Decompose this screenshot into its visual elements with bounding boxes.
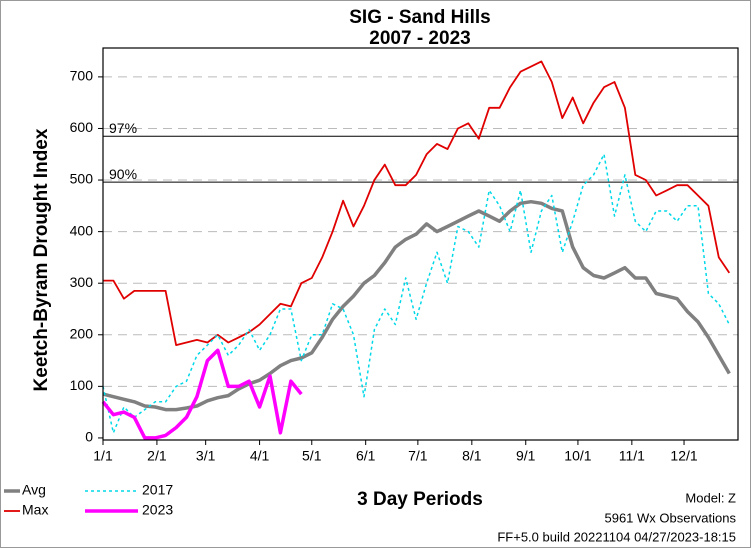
legend-label: 2023 <box>142 502 173 518</box>
y-tick-label: 500 <box>70 171 94 187</box>
x-tick-label: 3/1 <box>196 448 216 464</box>
x-tick-label: 4/1 <box>250 448 270 464</box>
reference-label: 90% <box>109 166 137 182</box>
plot-area <box>103 48 738 440</box>
note: Model: Z <box>685 490 736 505</box>
data-line <box>103 60 731 346</box>
y-tick-label: 600 <box>70 119 94 135</box>
x-tick-label: 2/1 <box>147 448 167 464</box>
legend-label: 2017 <box>142 482 173 498</box>
y-tick-label: 100 <box>70 377 94 393</box>
y-axis-label: Keetch-Byram Drought Index <box>31 128 52 391</box>
data-line <box>102 153 730 434</box>
y-tick-label: 0 <box>85 429 93 445</box>
x-tick-label: 10/1 <box>564 448 591 464</box>
y-tick-label: 700 <box>70 68 94 84</box>
data-line <box>102 199 731 412</box>
note: 5961 Wx Observations <box>604 510 736 525</box>
x-tick-label: 12/1 <box>670 448 697 464</box>
x-tick-label: 9/1 <box>516 448 536 464</box>
y-tick-label: 400 <box>70 222 94 238</box>
chart-subtitle: 2007 - 2023 <box>369 28 470 49</box>
note: FF+5.0 build 20221104 04/27/2023-18:15 <box>497 529 736 544</box>
x-tick-label: 5/1 <box>302 448 322 464</box>
plot-border <box>102 47 739 441</box>
x-tick-label: 1/1 <box>93 448 113 464</box>
chart-title: SIG - Sand Hills <box>349 7 490 28</box>
legend-label: Avg <box>22 482 46 498</box>
reference-label: 97% <box>109 120 137 136</box>
x-tick-label: 8/1 <box>462 448 482 464</box>
data-line <box>101 348 303 440</box>
x-tick-label: 7/1 <box>408 448 428 464</box>
y-tick-label: 300 <box>70 274 94 290</box>
y-tick-label: 200 <box>70 325 94 341</box>
legend-label: Max <box>22 502 48 518</box>
x-tick-label: 11/1 <box>619 448 645 464</box>
x-axis-label: 3 Day Periods <box>357 489 483 510</box>
x-tick-label: 6/1 <box>356 448 376 464</box>
